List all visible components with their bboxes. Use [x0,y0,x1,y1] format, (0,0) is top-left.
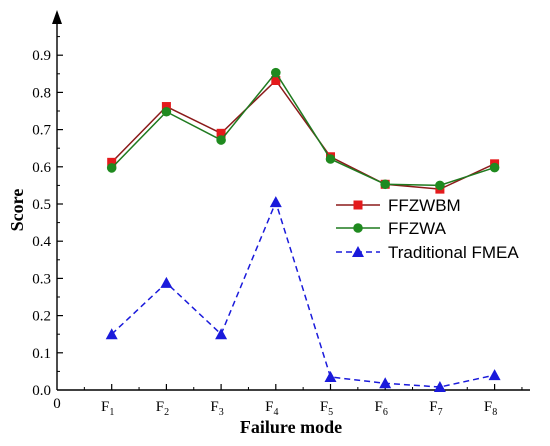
data-point-circle [380,179,391,190]
data-point-circle [489,162,500,173]
y-tick-label: 0.2 [32,309,51,325]
data-point-square [271,75,281,85]
legend-marker-circle [353,223,363,233]
y-tick-label: 0.3 [32,271,51,287]
series-layer [105,67,501,393]
x-tick-label: F6 [375,399,388,418]
legend-item: FFZWA [336,219,447,238]
legend-label: FFZWBM [388,196,461,215]
series-line [111,79,495,190]
x-axis-title: Failure mode [240,417,342,437]
x-tick-label: F2 [156,399,169,418]
data-point-triangle [269,196,282,208]
x-tick-label: F4 [265,399,278,418]
legend-item: Traditional FMEA [336,243,519,262]
data-point-triangle [379,377,392,389]
y-tick-label: 0.8 [32,85,51,101]
series-line [111,199,495,388]
x-tick-label: F3 [210,399,223,418]
y-tick-label: 0.7 [32,123,51,139]
y-axis-arrow [52,10,62,24]
x-tick-label: F7 [429,399,442,418]
legend-label: Traditional FMEA [388,243,519,262]
x-tick-label: F1 [101,399,114,418]
y-tick-label: 0.5 [32,197,51,213]
data-point-square [161,102,171,112]
data-point-triangle [105,328,118,340]
data-point-circle [161,106,172,117]
series-2 [106,67,500,191]
data-point-circle [216,135,226,145]
data-point-circle [106,163,117,173]
data-point-triangle [433,381,446,393]
y-tick-label: 0.9 [32,48,51,64]
x-origin-label: 0 [53,396,61,412]
legend: FFZWBM FFZWA Traditional FMEA [336,196,519,262]
data-point-circle [325,154,336,164]
data-point-square [107,157,117,167]
y-axis-title: Score [7,189,27,232]
legend-marker-triangle [352,246,364,257]
y-tick-label: 0.1 [32,346,51,362]
legend-label: FFZWA [388,219,447,238]
data-point-circle [271,67,281,78]
x-tick-label: F8 [484,399,497,418]
data-point-circle [435,180,445,191]
ticks: 0.0 0.1 0.2 0.3 0.4 0.5 0.6 0.7 0.8 0.9 0 F1 F2 F3 F4 F… [32,36,523,418]
series-3 [105,196,501,393]
y-tick-label: 0.6 [32,160,51,176]
data-point-square [216,128,226,138]
axes [52,10,530,391]
data-point-triangle [488,369,501,381]
series-1 [107,75,500,194]
data-point-triangle [215,328,228,340]
y-tick-label: 0.0 [32,383,51,399]
legend-marker-square [353,200,363,210]
data-point-triangle [160,276,173,288]
x-tick-label: F5 [320,399,333,418]
data-point-triangle [324,370,337,382]
series-line [111,71,495,187]
y-tick-label: 0.4 [32,234,51,250]
legend-item: FFZWBM [336,196,461,215]
